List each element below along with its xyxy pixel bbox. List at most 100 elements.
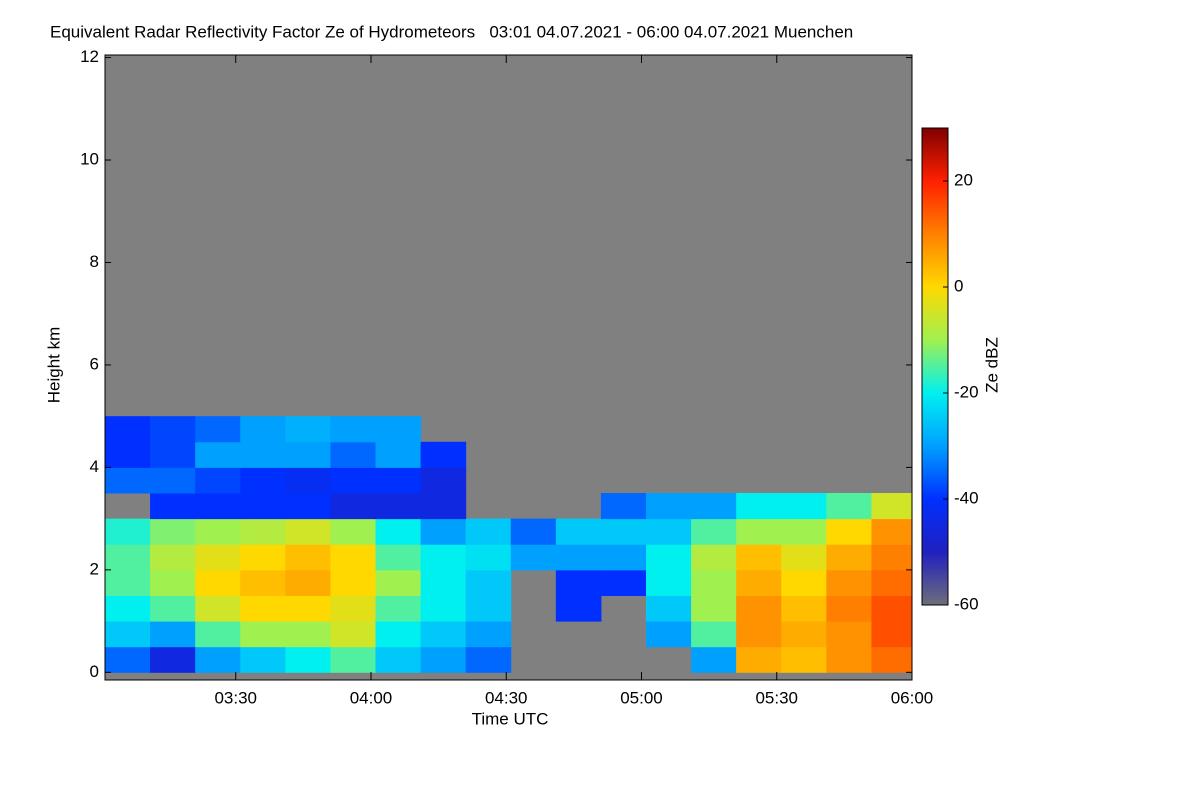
x-tick-label: 05:00 — [620, 688, 663, 707]
heatmap-cell — [781, 569, 827, 596]
heatmap-cell — [375, 646, 422, 673]
y-axis-label: Height km — [44, 327, 63, 404]
heatmap-cell — [871, 544, 912, 571]
heatmap-cell — [555, 518, 602, 545]
heatmap-cell — [375, 544, 422, 571]
heatmap-cell — [105, 569, 151, 596]
heatmap-cell — [285, 467, 331, 494]
heatmap-cell — [105, 518, 151, 545]
heatmap-cell — [150, 441, 196, 468]
y-tick-label: 8 — [90, 252, 99, 271]
heatmap-cell — [646, 518, 692, 545]
heatmap-cell — [150, 595, 196, 622]
y-tick-label: 10 — [80, 150, 99, 169]
x-tick-label: 04:00 — [350, 688, 393, 707]
heatmap-cell — [150, 467, 196, 494]
heatmap-cell — [420, 441, 467, 468]
heatmap-cell — [420, 621, 467, 648]
heatmap-cell — [240, 467, 286, 494]
heatmap-cell — [646, 595, 692, 622]
heatmap-cell — [420, 544, 467, 571]
heatmap-cell — [195, 441, 241, 468]
heatmap-cell — [330, 621, 377, 648]
heatmap-cell — [600, 493, 647, 520]
heatmap-cell — [420, 646, 467, 673]
heatmap-cell — [285, 621, 331, 648]
heatmap-cell — [510, 518, 557, 545]
heatmap-cell — [646, 493, 692, 520]
heatmap-cell — [285, 544, 331, 571]
heatmap-cell — [330, 493, 377, 520]
heatmap-cell — [871, 493, 912, 520]
heatmap-cell — [195, 569, 241, 596]
heatmap-cell — [781, 518, 827, 545]
heatmap-cell — [465, 544, 512, 571]
x-tick-label: 04:30 — [485, 688, 528, 707]
heatmap-cell — [240, 416, 286, 443]
heatmap-cell — [781, 621, 827, 648]
heatmap-cell — [330, 646, 377, 673]
colorbar — [921, 127, 949, 606]
y-tick-label: 4 — [90, 457, 99, 476]
y-tick-label: 0 — [90, 662, 99, 681]
heatmap-cell — [465, 621, 512, 648]
heatmap-cell — [195, 467, 241, 494]
heatmap-cell — [375, 595, 422, 622]
heatmap-cell — [195, 595, 241, 622]
heatmap-cell — [691, 493, 737, 520]
heatmap-cell — [465, 518, 512, 545]
heatmap-cell — [646, 569, 692, 596]
heatmap-cell — [420, 518, 467, 545]
heatmap-cell — [240, 595, 286, 622]
y-tick-label: 6 — [90, 354, 99, 373]
heatmap-cell — [375, 441, 422, 468]
heatmap-cell — [195, 544, 241, 571]
heatmap-cell — [330, 416, 377, 443]
heatmap-cell — [285, 493, 331, 520]
colorbar-tick-label: -60 — [954, 594, 979, 613]
heatmap-cell — [240, 569, 286, 596]
heatmap-cell — [826, 544, 872, 571]
heatmap-cell — [285, 569, 331, 596]
heatmap-cell — [375, 467, 422, 494]
heatmap-cell — [600, 569, 647, 596]
heatmap-cell — [285, 416, 331, 443]
heatmap-cell — [105, 646, 151, 673]
heatmap-cell — [195, 416, 241, 443]
heatmap-cell — [420, 595, 467, 622]
heatmap-cell — [150, 569, 196, 596]
heatmap-cell — [826, 646, 872, 673]
y-tick-label: 2 — [90, 559, 99, 578]
heatmap-cell — [150, 493, 196, 520]
heatmap-cell — [646, 544, 692, 571]
colorbar-tick-label: 0 — [954, 276, 963, 295]
heatmap-cell — [691, 544, 737, 571]
heatmap-cell — [600, 544, 647, 571]
colorbar-tick-label: -40 — [954, 488, 979, 507]
heatmap-cell — [420, 493, 467, 520]
chart-title: Equivalent Radar Reflectivity Factor Ze … — [50, 22, 853, 41]
heatmap-cell — [195, 493, 241, 520]
heatmap-cell — [871, 595, 912, 622]
heatmap-cell — [781, 493, 827, 520]
heatmap-cell — [285, 441, 331, 468]
heatmap-cell — [736, 544, 782, 571]
heatmap-cell — [420, 569, 467, 596]
heatmap-cell — [375, 416, 422, 443]
heatmap-cell — [781, 544, 827, 571]
heatmap-cell — [555, 544, 602, 571]
heatmap-cell — [871, 646, 912, 673]
heatmap-cell — [105, 621, 151, 648]
colorbar-tick-label: -20 — [954, 382, 979, 401]
heatmap-cell — [826, 595, 872, 622]
heatmap-cell — [871, 621, 912, 648]
heatmap-cell — [240, 646, 286, 673]
heatmap-cell — [465, 595, 512, 622]
heatmap-cell — [826, 493, 872, 520]
heatmap-cell — [646, 621, 692, 648]
heatmap-cell — [826, 518, 872, 545]
x-tick-label: 06:00 — [891, 688, 934, 707]
heatmap-cell — [285, 518, 331, 545]
heatmap-cell — [781, 595, 827, 622]
